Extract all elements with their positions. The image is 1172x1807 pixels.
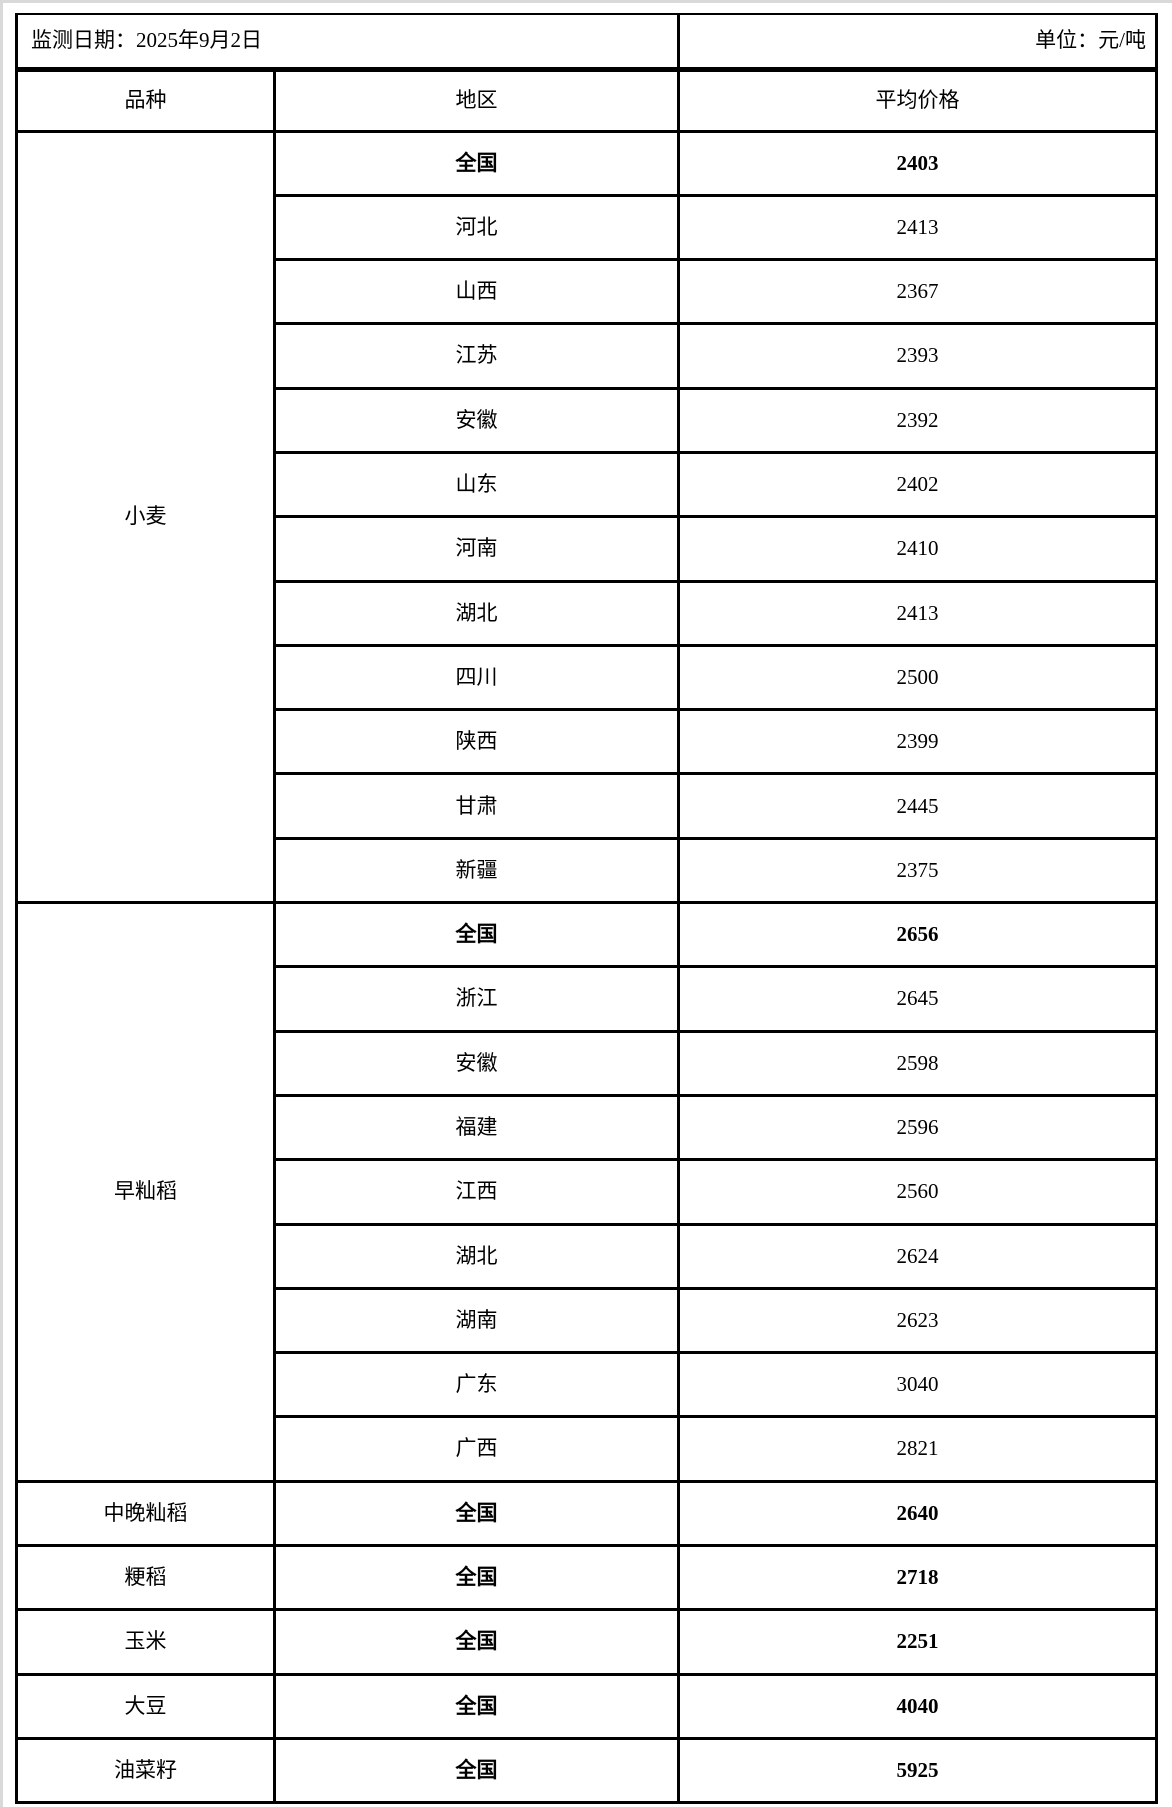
price-cell: 2645 [677,965,1158,1033]
product-cell: 油菜籽 [15,1736,276,1805]
region-cell: 江西 [273,1158,680,1226]
table-row: 福建 2596 [17,1093,1158,1162]
monitor-date-label: 监测日期：2025年9月2日 [15,13,680,72]
region-cell: 陕西 [273,708,680,776]
table-row: 小麦 全国 2403 [15,129,1158,905]
price-cell: 2375 [677,836,1158,905]
region-cell: 全国 [273,1544,680,1612]
price-cell: 2399 [677,708,1158,776]
product-cell: 粳稻 [15,1544,276,1612]
product-cell: 玉米 [15,1608,276,1676]
price-cell: 2623 [677,1286,1158,1355]
price-cell: 2413 [677,193,1158,262]
region-cell: 湖南 [273,1286,680,1355]
table-row: 安徽 2392 [17,386,1158,454]
product-cell: 小麦 [15,129,276,905]
table-row: 湖南 2623 [17,1286,1158,1355]
region-cell: 山西 [273,258,680,326]
product-cell: 早籼稻 [15,901,276,1483]
table-row: 早籼稻 全国 2656 [15,901,1158,1483]
region-cell: 全国 [273,901,680,969]
price-cell: 2392 [677,386,1158,454]
price-cell: 2445 [677,772,1158,840]
price-cell: 2596 [677,1093,1158,1162]
region-cell: 新疆 [273,836,680,905]
page-top-edge [0,0,1172,3]
table-row: 油菜籽 全国 5925 [15,1736,1158,1805]
region-cell: 全国 [273,1736,680,1805]
col-header-region: 地区 [273,67,680,133]
table-row: 江苏 2393 [17,322,1158,390]
grain-price-table: 监测日期：2025年9月2日 单位：元/吨 品种 地区 平均价格 小麦 全国 2… [15,13,1158,1805]
table-caption-row: 监测日期：2025年9月2日 单位：元/吨 [15,13,1158,72]
price-cell: 2367 [677,258,1158,326]
price-cell: 2251 [677,1608,1158,1676]
table-row: 广西 2821 [17,1415,1158,1483]
table-row: 陕西 2399 [17,708,1158,776]
table-row: 中晚籼稻 全国 2640 [15,1479,1158,1548]
product-cell: 大豆 [15,1672,276,1740]
price-cell: 2393 [677,322,1158,390]
region-cell: 河南 [273,515,680,583]
region-cell: 四川 [273,643,680,712]
region-cell: 浙江 [273,965,680,1033]
price-cell: 3040 [677,1351,1158,1419]
table-row: 湖北 2413 [17,579,1158,647]
col-header-price: 平均价格 [677,67,1158,133]
table-row: 广东 3040 [17,1351,1158,1419]
table-row: 山东 2402 [17,450,1158,519]
price-cell: 2413 [677,579,1158,647]
table-row: 四川 2500 [17,643,1158,712]
page-left-edge [0,0,3,1807]
region-cell: 全国 [273,1479,680,1548]
region-cell: 广东 [273,1351,680,1419]
table-row: 甘肃 2445 [17,772,1158,840]
price-cell: 2598 [677,1029,1158,1097]
region-cell: 全国 [273,1672,680,1740]
column-header-row: 品种 地区 平均价格 [15,67,1158,133]
region-cell: 湖北 [273,1222,680,1290]
price-cell: 2410 [677,515,1158,583]
price-cell: 2624 [677,1222,1158,1290]
price-cell: 5925 [677,1736,1158,1805]
region-cell: 全国 [273,1608,680,1676]
table-row: 湖北 2624 [17,1222,1158,1290]
price-cell: 2656 [677,901,1158,969]
region-cell: 山东 [273,450,680,519]
region-cell: 甘肃 [273,772,680,840]
price-cell: 2500 [677,643,1158,712]
region-cell: 安徽 [273,386,680,454]
region-cell: 河北 [273,193,680,262]
table-row: 河南 2410 [17,515,1158,583]
region-cell: 安徽 [273,1029,680,1097]
region-cell: 广西 [273,1415,680,1483]
region-cell: 湖北 [273,579,680,647]
region-cell: 江苏 [273,322,680,390]
table-row: 河北 2413 [17,193,1158,262]
price-cell: 4040 [677,1672,1158,1740]
table-row: 山西 2367 [17,258,1158,326]
table-row: 粳稻 全国 2718 [15,1544,1158,1612]
product-cell: 中晚籼稻 [15,1479,276,1548]
table-row: 大豆 全国 4040 [15,1672,1158,1740]
price-cell: 2718 [677,1544,1158,1612]
price-cell: 2402 [677,450,1158,519]
price-cell: 2640 [677,1479,1158,1548]
unit-label: 单位：元/吨 [677,13,1158,72]
region-cell: 福建 [273,1093,680,1162]
col-header-product: 品种 [15,67,276,133]
price-cell: 2403 [677,129,1158,197]
price-cell: 2821 [677,1415,1158,1483]
table-row: 浙江 2645 [17,965,1158,1033]
table-row: 江西 2560 [17,1158,1158,1226]
price-table-sheet: 监测日期：2025年9月2日 单位：元/吨 品种 地区 平均价格 小麦 全国 2… [15,13,1158,1805]
table-row: 安徽 2598 [17,1029,1158,1097]
table-row: 新疆 2375 [17,836,1158,905]
table-row: 玉米 全国 2251 [15,1608,1158,1676]
region-cell: 全国 [273,129,680,197]
price-cell: 2560 [677,1158,1158,1226]
